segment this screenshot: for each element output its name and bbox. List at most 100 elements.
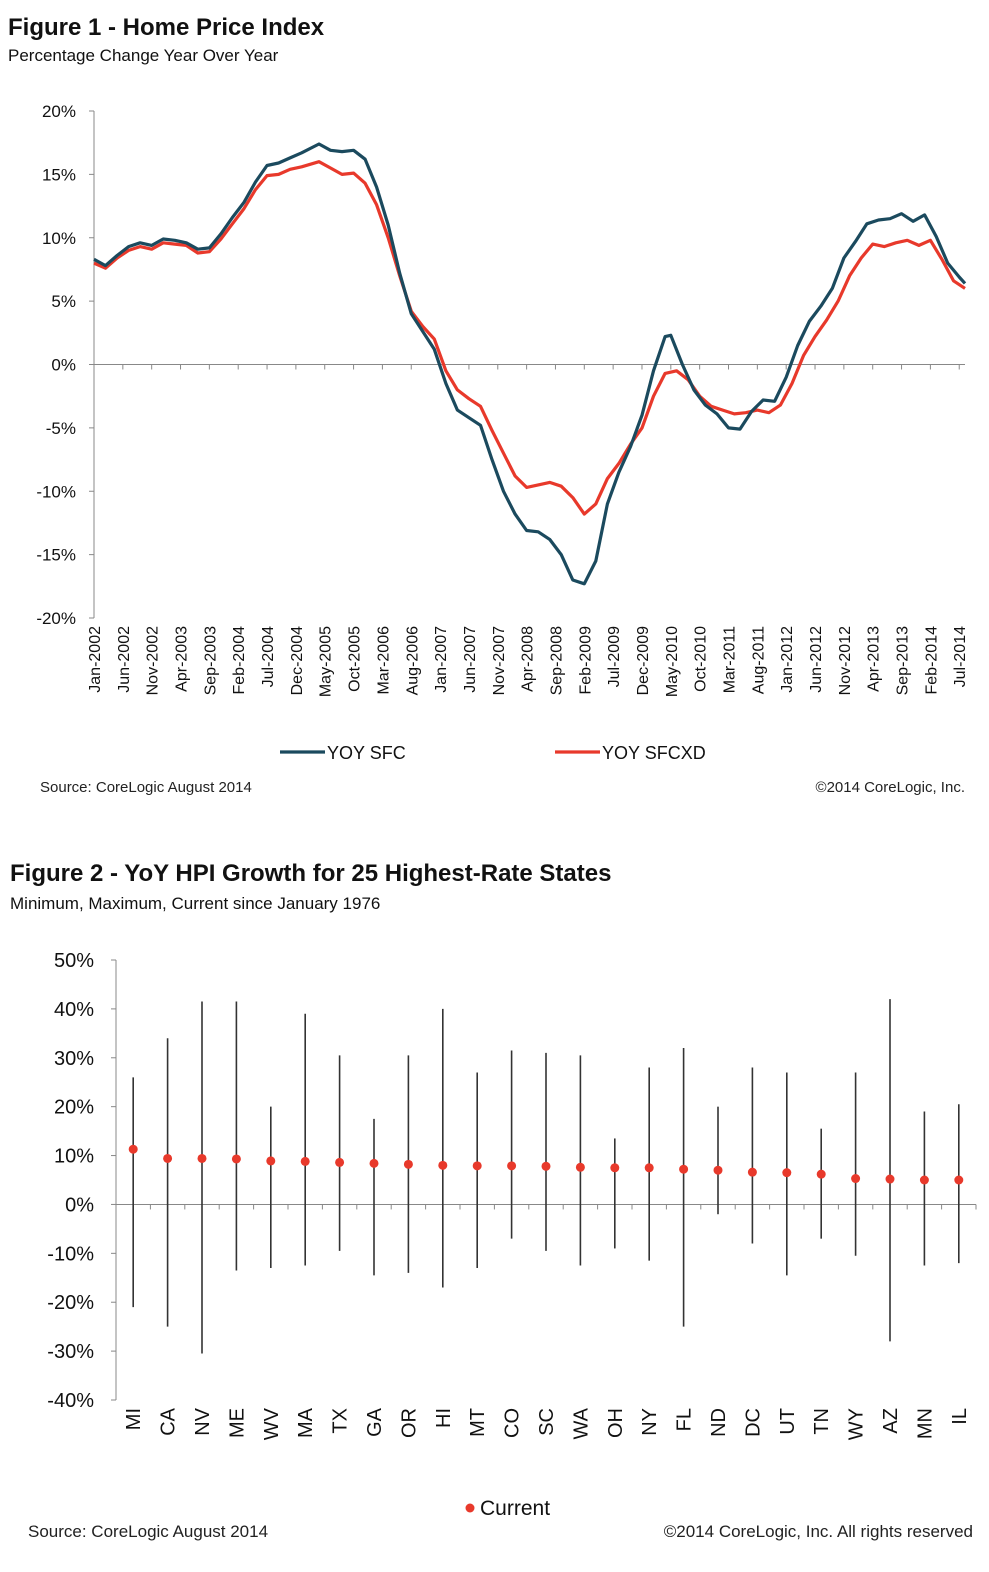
x-tick-label: Sep-2013 [895, 626, 912, 695]
x-tick-label: May-2005 [318, 626, 335, 697]
current-point-wy [851, 1174, 861, 1184]
y-tick-label: 40% [54, 999, 94, 1021]
y-tick-label: -40% [47, 1390, 94, 1412]
current-point-me [231, 1154, 241, 1164]
x-tick-label: Nov-2007 [491, 626, 508, 695]
current-point-tn [816, 1169, 826, 1179]
current-point-ny [644, 1163, 654, 1173]
x-tick-label: Apr-2003 [174, 626, 191, 692]
x-tick-label: Sep-2003 [202, 626, 219, 695]
x-tick-label: Jan-2002 [87, 626, 104, 693]
figure-2-source: Source: CoreLogic August 2014 [28, 1522, 269, 1541]
series-line-yoy-sfcxd [93, 160, 966, 516]
x-tick-label-co: CO [502, 1408, 524, 1438]
figure-1-chart: 20% 15% 10% 5% 0% -5% -10% -15% -20% Jan-2002 Jun-… [36, 102, 969, 763]
current-point-mi [128, 1144, 138, 1154]
x-tick-label-ga: GA [364, 1407, 386, 1437]
x-tick-label: Jun-2012 [808, 626, 825, 693]
legend-label-yoy-sfcxd: YOY SFCXD [602, 743, 706, 763]
x-tick-label-wv: WV [261, 1407, 283, 1440]
figure-1-title: Figure 1 - Home Price Index [8, 14, 325, 41]
x-tick-label-tn: TN [811, 1408, 833, 1435]
x-tick-label-ny: NY [639, 1408, 661, 1436]
current-point-fl [679, 1164, 689, 1174]
x-tick-label: May-2010 [664, 626, 681, 697]
figure-2-copyright: ©2014 CoreLogic, Inc. All rights reserve… [663, 1522, 973, 1541]
x-tick-label-ca: CA [158, 1407, 180, 1435]
x-tick-label-oh: OH [605, 1408, 627, 1438]
current-point-il [954, 1175, 964, 1185]
series-line-yoy-sfc [93, 142, 967, 586]
x-tick-label-il: IL [949, 1408, 971, 1425]
x-tick-label-wy: WY [846, 1408, 868, 1440]
x-tick-label: Nov-2012 [837, 626, 854, 695]
x-tick-label-ma: MA [295, 1407, 317, 1438]
current-point-ut [782, 1168, 792, 1178]
y-tick-label: 50% [54, 950, 94, 972]
current-point-ma [300, 1156, 310, 1166]
current-point-mt [472, 1161, 482, 1171]
current-point-wv [266, 1156, 276, 1166]
current-point-mn [919, 1175, 929, 1185]
x-tick-label-ut: UT [777, 1408, 799, 1435]
x-tick-label: Mar-2011 [722, 626, 739, 693]
current-point-ca [163, 1153, 173, 1163]
current-point-oh [610, 1163, 620, 1173]
x-tick-label-dc: DC [742, 1408, 764, 1437]
current-point-az [885, 1174, 895, 1184]
x-tick-label-sc: SC [536, 1408, 558, 1436]
y-tick-label: -10% [36, 482, 76, 501]
x-tick-label: Sep-2008 [548, 626, 565, 695]
x-tick-label: Dec-2009 [635, 626, 652, 695]
y-tick-label: -20% [36, 609, 76, 628]
x-tick-label: Mar-2006 [375, 626, 392, 695]
x-tick-label: Aug-2006 [404, 626, 421, 695]
x-tick-label: Jul-2004 [260, 626, 277, 687]
x-tick-label-wa: WA [570, 1407, 592, 1439]
x-tick-label: Jun-2002 [116, 626, 133, 693]
x-tick-label: Jul-2014 [952, 626, 969, 687]
x-tick-label-nv: NV [192, 1407, 214, 1435]
current-point-nv [197, 1153, 207, 1163]
current-point-or [403, 1159, 413, 1169]
y-tick-label: 10% [42, 229, 76, 248]
x-tick-label-az: AZ [880, 1408, 902, 1434]
x-tick-label-or: OR [398, 1408, 420, 1438]
figure-2-subtitle: Minimum, Maximum, Current since January … [10, 894, 381, 913]
legend-label-current: Current [480, 1497, 550, 1520]
figure-2: Figure 2 - YoY HPI Growth for 25 Highest… [0, 848, 989, 1572]
figure-1: Figure 1 - Home Price Index Percentage C… [8, 14, 969, 796]
figure-2-title: Figure 2 - YoY HPI Growth for 25 Highest… [10, 860, 612, 887]
current-point-sc [541, 1161, 551, 1171]
x-tick-label: Apr-2008 [520, 626, 537, 692]
figure-1-copyright: ©2014 CoreLogic, Inc. [815, 779, 965, 796]
x-tick-label: Nov-2002 [145, 626, 162, 695]
y-tick-label: -20% [47, 1292, 94, 1314]
figure-1-source: Source: CoreLogic August 2014 [40, 779, 252, 796]
current-point-tx [335, 1157, 345, 1167]
y-tick-label: 10% [54, 1146, 94, 1168]
x-tick-label: Apr-2013 [866, 626, 883, 692]
x-tick-label-mn: MN [914, 1408, 936, 1439]
x-tick-label-tx: TX [330, 1408, 352, 1434]
x-tick-label: Feb-2009 [577, 626, 594, 695]
current-point-dc [747, 1167, 757, 1177]
x-tick-label: Oct-2005 [347, 626, 364, 692]
x-tick-label: Feb-2004 [231, 626, 248, 695]
x-tick-label-mt: MT [467, 1408, 489, 1437]
y-tick-label: -30% [47, 1341, 94, 1363]
y-tick-label: 15% [42, 165, 76, 184]
x-tick-label: Feb-2014 [923, 626, 940, 695]
current-point-nd [713, 1165, 723, 1175]
current-point-hi [438, 1160, 448, 1170]
y-tick-label: 20% [54, 1097, 94, 1119]
current-point-co [507, 1161, 517, 1171]
y-tick-label: 20% [42, 102, 76, 121]
y-tick-label: 0% [51, 356, 76, 375]
x-tick-label: Jan-2012 [779, 626, 796, 693]
y-tick-label: 0% [65, 1194, 94, 1216]
x-tick-label: Aug-2011 [750, 626, 767, 694]
x-tick-label-mi: MI [123, 1408, 145, 1430]
figure-2-chart: 50% 40% 30% 20% 10% 0% -10% -20% -30% -40% MI CA NV M… [47, 950, 977, 1520]
x-tick-label-me: ME [226, 1408, 248, 1438]
